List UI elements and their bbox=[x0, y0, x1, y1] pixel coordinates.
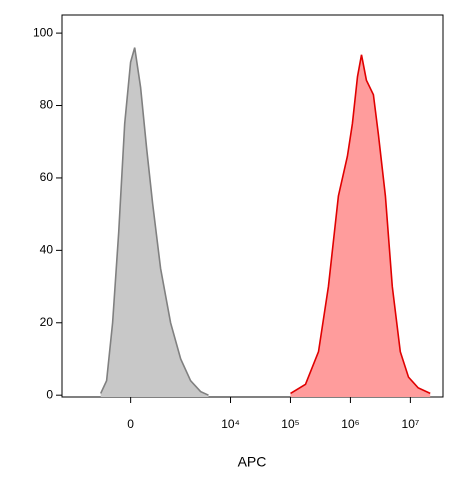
histogram-outline bbox=[99, 47, 209, 396]
histogram-area bbox=[290, 54, 431, 398]
x-tick-label: 10⁶ bbox=[341, 417, 359, 431]
y-tick-label: 40 bbox=[40, 243, 54, 257]
plot-frame bbox=[61, 14, 444, 398]
histogram-outline bbox=[290, 54, 431, 395]
x-tick-label: 10⁴ bbox=[221, 417, 240, 431]
x-axis-label: APC bbox=[238, 454, 267, 470]
y-tick-label: 20 bbox=[40, 315, 54, 329]
x-tick-label: 10⁵ bbox=[281, 417, 299, 431]
y-tick-label: 100 bbox=[33, 25, 53, 39]
y-tick-label: 80 bbox=[40, 98, 54, 112]
x-tick-label: 0 bbox=[127, 417, 134, 431]
y-tick-label: 60 bbox=[40, 170, 54, 184]
y-tick-label: 0 bbox=[46, 387, 53, 401]
x-tick-label: 10⁷ bbox=[402, 417, 420, 431]
